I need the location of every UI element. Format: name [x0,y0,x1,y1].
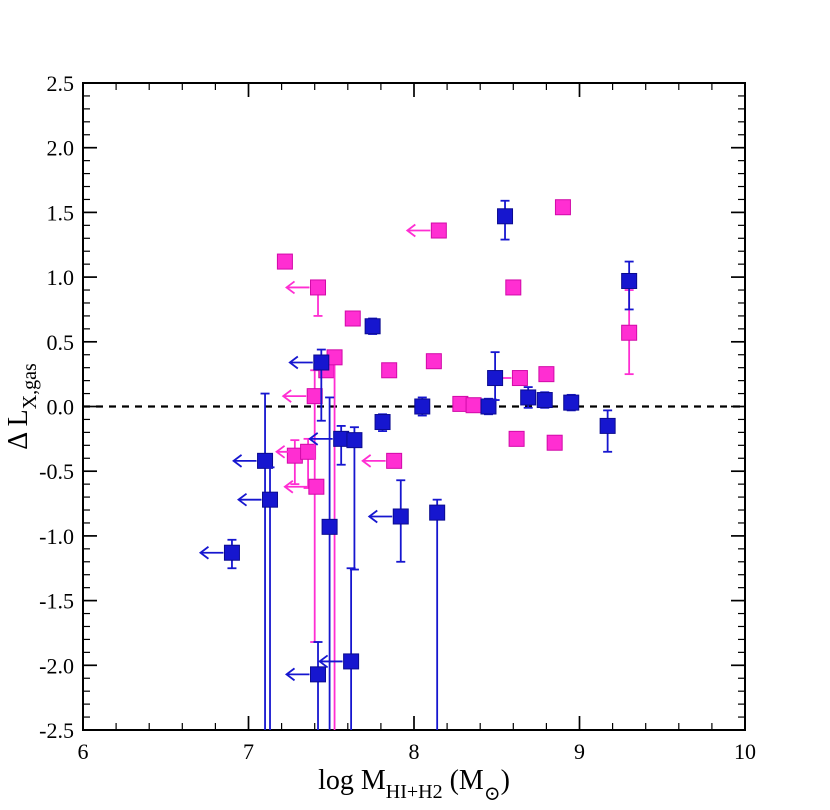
x-axis-label-part: log M [318,765,386,796]
data-point-blue-sample [429,504,446,521]
upper-limit-arrow-head [198,546,209,560]
data-point-magenta-sample [554,199,571,216]
data-point-magenta-sample [386,452,403,469]
x-axis-label-part: HI+H2 [386,781,443,803]
y-tick-label: 0.5 [47,330,75,355]
upper-limit-arrow-head [281,389,292,403]
upper-limit-arrow-head [275,445,286,459]
upper-limit-arrow-head [367,509,378,524]
data-point-blue-sample [310,666,327,683]
data-point-magenta-sample [430,222,447,239]
data-point-blue-sample [497,208,514,225]
x-axis-label-part: (M [443,765,484,796]
x-tick-label: 10 [734,739,756,764]
data-point-blue-sample [563,394,580,411]
y-tick-label: 2.5 [47,71,75,96]
data-point-magenta-sample [276,253,293,270]
data-point-magenta-sample [538,366,555,383]
data-point-magenta-sample [308,478,325,495]
y-tick-label: 1.5 [47,200,75,225]
y-tick-label: 1.0 [47,265,75,290]
data-point-blue-sample [262,491,279,508]
upper-limit-arrow-head [232,454,243,468]
data-point-magenta-sample [306,388,323,405]
x-axis-label: log MHI+H2 (M⊙) [318,765,510,805]
upper-limit-arrow-head [237,492,248,507]
x-tick-label: 7 [243,739,254,764]
x-axis-label-part: ) [501,765,510,796]
upper-limit-arrow-head [308,432,319,446]
y-axis-label-part: Δ L [3,409,34,450]
data-point-magenta-sample [546,434,563,451]
y-tick-label: -2.0 [39,653,74,678]
data-point-magenta-sample [425,353,442,370]
y-tick-label: -2.5 [39,718,74,743]
y-tick-label: -1.5 [39,589,74,614]
data-point-magenta-sample [505,279,522,296]
data-point-blue-sample [487,370,504,387]
data-point-blue-sample [480,398,497,415]
x-tick-label: 9 [574,739,585,764]
data-point-magenta-sample [511,370,528,387]
y-tick-label: -1.0 [39,524,74,549]
y-axis-label-part: X,gas [19,363,41,409]
upper-limit-arrow-head [285,667,296,682]
data-point-magenta-sample [344,310,361,327]
upper-limit-arrow-head [318,654,329,669]
y-tick-label: 2.0 [47,136,75,161]
upper-limit-arrow-head [283,480,294,494]
data-point-blue-sample [536,392,553,409]
y-tick-label: 0.0 [47,395,75,420]
data-point-magenta-sample [300,443,317,460]
data-point-magenta-sample [508,430,525,447]
data-point-blue-sample [346,432,363,449]
data-point-magenta-sample [621,324,638,341]
data-point-blue-sample [257,452,274,469]
data-point-magenta-sample [310,279,327,296]
x-axis-label-part: ⊙ [484,783,501,805]
data-point-blue-sample [621,272,638,289]
data-point-blue-sample [313,354,330,371]
data-point-blue-sample [414,398,431,415]
data-point-blue-sample [343,653,360,670]
data-point-blue-sample [223,544,240,561]
data-point-blue-sample [392,508,409,525]
data-point-magenta-sample [465,397,482,414]
data-point-blue-sample [520,389,537,406]
data-point-magenta-sample [381,362,398,379]
upper-limit-arrow-head [285,280,296,295]
data-point-blue-sample [364,318,381,335]
data-point-blue-sample [374,414,391,431]
x-tick-label: 6 [78,739,89,764]
upper-limit-arrow-head [361,454,372,468]
upper-limit-arrow-head [405,223,416,238]
y-tick-label: -0.5 [39,459,74,484]
data-point-blue-sample [599,417,616,434]
x-tick-label: 8 [409,739,420,764]
data-point-blue-sample [321,518,338,535]
y-axis-label: Δ LX,gas [3,363,41,450]
upper-limit-arrow-head [288,355,299,370]
